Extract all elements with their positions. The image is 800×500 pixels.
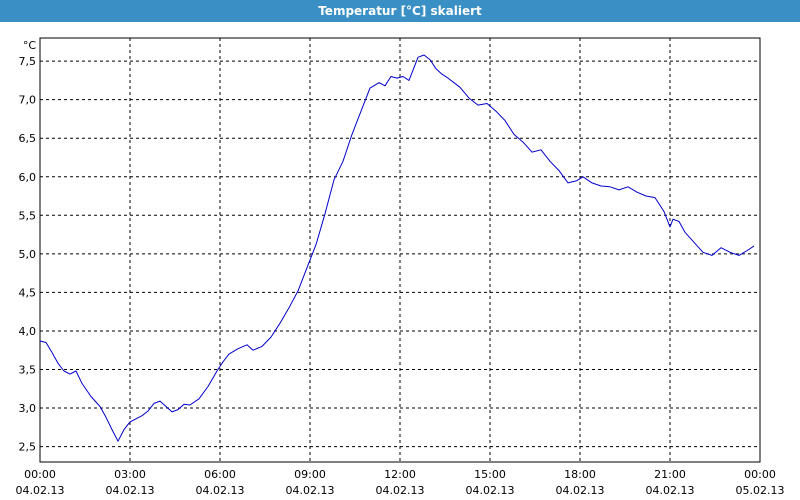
x-tick-date-label: 04.02.13 xyxy=(556,484,605,497)
y-tick-label: 4,5 xyxy=(19,286,37,299)
x-tick-time-label: 15:00 xyxy=(474,468,506,481)
window-title: Temperatur [°C] skaliert xyxy=(0,0,800,22)
x-tick-date-label: 04.02.13 xyxy=(106,484,155,497)
x-tick-time-label: 06:00 xyxy=(204,468,236,481)
x-tick-date-label: 05.02.13 xyxy=(736,484,785,497)
y-axis-ticks: 2,5 3,0 3,5 4,0 4,5 5,0 5,5 6,0 6,5 7,0 7,5 xyxy=(19,55,37,453)
y-tick-label: 7,0 xyxy=(19,94,37,107)
x-tick-date-label: 04.02.13 xyxy=(376,484,425,497)
y-tick-label: 7,5 xyxy=(19,55,37,68)
x-tick-time-label: 00:00 xyxy=(24,468,56,481)
y-tick-label: 6,0 xyxy=(19,171,37,184)
y-tick-label: 3,5 xyxy=(19,363,37,376)
y-tick-label: 5,0 xyxy=(19,248,37,261)
y-tick-label: 6,5 xyxy=(19,132,37,145)
series-group xyxy=(39,54,755,442)
x-tick-date-label: 04.02.13 xyxy=(196,484,245,497)
x-tick-date-label: 04.02.13 xyxy=(16,484,65,497)
y-axis-unit-label: °C xyxy=(23,39,37,52)
x-tick-time-label: 18:00 xyxy=(564,468,596,481)
x-tick-time-label: 09:00 xyxy=(294,468,326,481)
x-tick-time-label: 21:00 xyxy=(654,468,686,481)
y-tick-label: 3,0 xyxy=(19,402,37,415)
y-tick-label: 2,5 xyxy=(19,441,37,454)
x-tick-date-label: 04.02.13 xyxy=(646,484,695,497)
x-tick-time-label: 03:00 xyxy=(114,468,146,481)
y-tick-label: 4,0 xyxy=(19,325,37,338)
x-tick-date-label: 04.02.13 xyxy=(286,484,335,497)
x-tick-date-label: 04.02.13 xyxy=(466,484,515,497)
x-axis-ticks: 00:00 04.02.13 03:00 04.02.13 06:00 04.02.13 0… xyxy=(16,468,785,497)
temperature-series-line xyxy=(39,54,755,442)
x-tick-time-label: 12:00 xyxy=(384,468,416,481)
y-tick-label: 5,5 xyxy=(19,209,37,222)
grid-lines xyxy=(40,38,760,462)
x-tick-time-label: 00:00 xyxy=(744,468,776,481)
